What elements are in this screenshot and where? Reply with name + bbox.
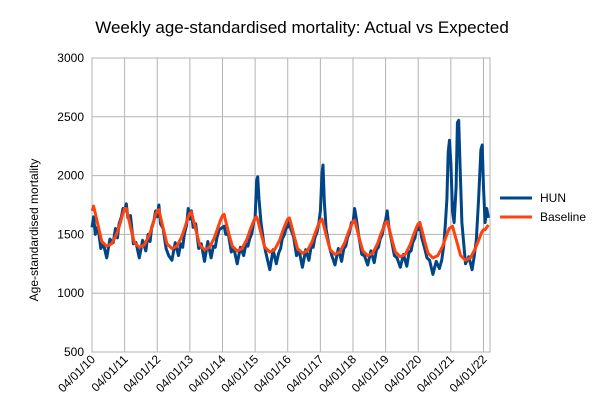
series-layer <box>90 118 490 276</box>
y-tick-label: 1500 <box>57 227 84 241</box>
y-tick-label: 500 <box>64 345 84 359</box>
legend-label-baseline: Baseline <box>540 210 586 224</box>
y-axis-label: Age-standardised mortality <box>27 159 41 302</box>
legend-label-hun: HUN <box>540 191 566 205</box>
plot-area <box>91 57 491 353</box>
y-tick-label: 2500 <box>57 110 84 124</box>
gridlines <box>91 57 490 353</box>
chart-title: Weekly age-standardised mortality: Actua… <box>95 18 509 37</box>
x-axis-ticks: 04/01/1004/01/1104/01/1204/01/1304/01/14… <box>55 352 490 395</box>
legend: HUN Baseline <box>500 191 586 224</box>
y-tick-label: 3000 <box>57 51 84 65</box>
y-tick-label: 2000 <box>57 169 84 183</box>
y-tick-label: 1000 <box>57 286 84 300</box>
series-line-baseline <box>90 204 490 262</box>
y-axis-ticks: 500 1000 1500 2000 2500 3000 <box>57 51 84 359</box>
